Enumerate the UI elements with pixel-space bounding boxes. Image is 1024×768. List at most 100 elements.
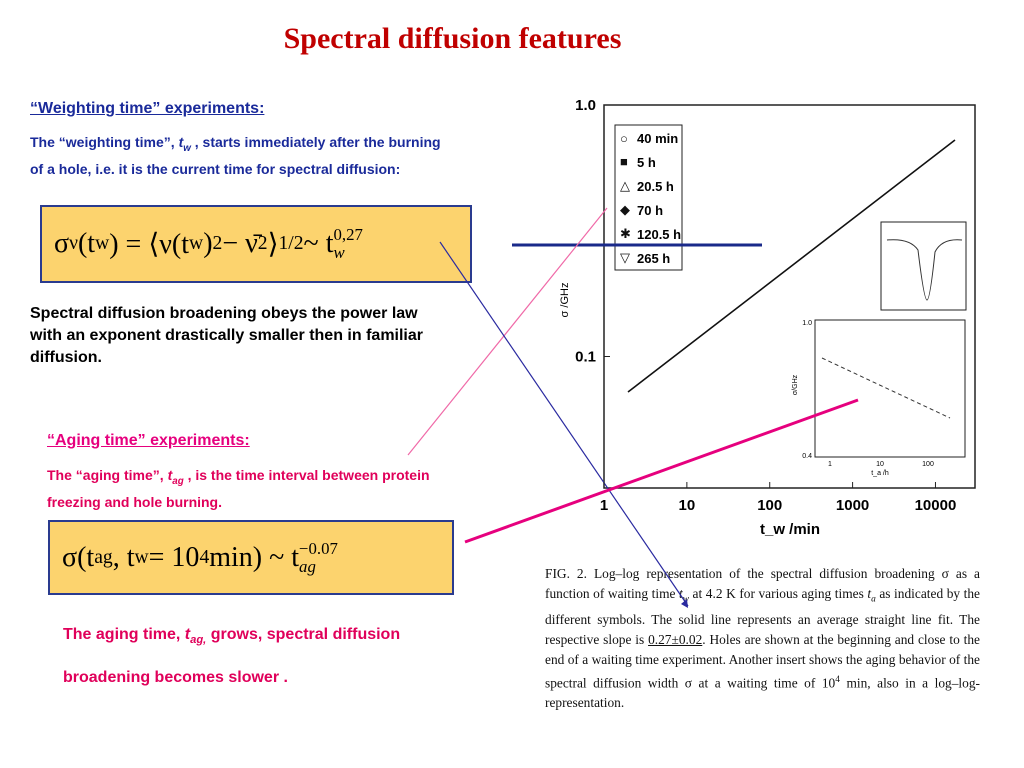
fit-line (627, 139, 956, 393)
inset-x-label: t_a /h (871, 470, 889, 477)
svg-text:○: ○ (620, 131, 628, 146)
text-run: . Holes are shown at the beginning and c… (545, 631, 980, 691)
text-run: − ν̄ (222, 228, 258, 259)
svg-text:◆: ◆ (620, 202, 630, 217)
pointer-line (439, 241, 689, 607)
subscript: ν (69, 233, 78, 254)
text-run: as indicated by the different symbols. T… (545, 586, 981, 647)
subscript: w (333, 243, 345, 262)
svg-text:▽: ▽ (620, 250, 630, 265)
hole-curve (886, 239, 963, 301)
slide-title: Spectral diffusion features (283, 22, 622, 55)
script-stack: 0,27 w (333, 226, 362, 261)
text-run: min, also in a log–log-representation. (545, 675, 980, 711)
text-run: , is the time interval between protein f… (47, 467, 430, 510)
text-run: t (184, 626, 191, 643)
x-axis-label: t_w /min (760, 521, 820, 538)
arrow-head (681, 599, 688, 608)
formula-box: σ ν (t w) = ⟨ν(t w) 2 − ν̄ 2 ⟩ 1/2 ~ t 0,27 w (40, 205, 472, 283)
text-run: FIG. 2. Log–log representation of the sp… (545, 566, 980, 601)
y-tick-label: 1.0 (575, 97, 596, 114)
text-run: ) = ⟨ν(t (109, 229, 190, 260)
svg-text:■: ■ (620, 154, 628, 169)
pointer-line (407, 207, 608, 456)
text-run: grows, spectral diffusion broadening bec… (63, 626, 401, 687)
x-tick-label: 10000 (915, 497, 957, 514)
superscript: 4 (199, 546, 210, 568)
pointer-line (464, 398, 859, 544)
subscript: w (183, 142, 191, 154)
subscript: w (189, 233, 204, 254)
subscript: w (682, 594, 689, 605)
text-run: σ (54, 228, 70, 259)
paragraph: The “weighting time”, tw , starts immedi… (30, 132, 450, 179)
y-axis-label: σ /GHz (559, 283, 571, 318)
legend-label: 265 h (637, 251, 670, 266)
figure-caption: FIG. 2. Log–log representation of the sp… (545, 564, 980, 713)
superscript: −0.07 (299, 538, 338, 558)
text-run: (t (77, 228, 96, 259)
text-run: min) ~ t (209, 541, 300, 573)
text-run: , starts immediately after the burning o… (30, 134, 441, 177)
x-tick-label: 1000 (836, 497, 869, 514)
legend-label: 70 h (637, 203, 663, 218)
text-run: 0.27±0.02 (648, 631, 703, 647)
x-tick-label: 100 (757, 497, 782, 514)
inset-y-label: σ/GHz (792, 374, 799, 395)
text-run: σ(t (62, 541, 95, 573)
aging-inset (814, 319, 966, 458)
hole-inset (880, 221, 967, 311)
subscript: ag, (190, 634, 207, 647)
text-run: The aging time, (63, 626, 185, 643)
inset-y-tick-label: 0.4 (802, 453, 812, 460)
x-tick-label: 10 (679, 497, 696, 514)
subscript: w (134, 546, 149, 568)
inset-x-tick-label: 100 (922, 461, 934, 468)
text-run: t (167, 467, 173, 483)
paragraph: The “aging time”, tag , is the time inte… (47, 465, 467, 512)
text-run: t (679, 586, 683, 601)
subscript: ag (94, 546, 113, 568)
subscript: ag (299, 556, 316, 576)
text-run: The “weighting time”, (30, 134, 179, 150)
paragraph: The aging time, tag, grows, spectral dif… (63, 616, 443, 696)
legend-label: 40 min (637, 131, 678, 146)
superscript: 0,27 (333, 225, 363, 245)
legend-label: 20.5 h (637, 179, 674, 194)
superscript: 1/2 (278, 233, 304, 254)
svg-text:✱: ✱ (620, 226, 631, 241)
section-heading: “Weighting time” experiments: (30, 100, 265, 117)
superscript: 2 (257, 233, 268, 254)
aging-fit (821, 357, 951, 419)
subscript: ag (172, 475, 184, 487)
plot-frame (603, 104, 976, 489)
superscript: 4 (835, 674, 840, 685)
text-run: at 4.2 K for various aging times (689, 586, 868, 601)
text-run: = 10 (148, 541, 200, 573)
legend-label: 5 h (637, 155, 656, 170)
text-run: , t (112, 541, 135, 573)
text-run: ) (203, 228, 213, 259)
legend-box (614, 124, 683, 271)
legend-label: 120.5 h (637, 227, 681, 242)
inset-x-tick-label: 1 (828, 461, 832, 468)
subscript: a (871, 594, 876, 605)
legend-symbols: ○ ■ △ ◆ ✱ ▽ (620, 131, 631, 265)
inset-x-tick-label: 10 (876, 461, 884, 468)
subscript: w (95, 233, 110, 254)
script-stack: −0.07 ag (299, 540, 338, 575)
y-tick-label: 0.1 (575, 348, 596, 365)
inset-y-tick-label: 1.0 (802, 320, 812, 327)
text-run: The “aging time”, (47, 467, 168, 483)
paragraph: Spectral diffusion broadening obeys the … (30, 305, 423, 366)
x-tick-label: 1 (600, 497, 608, 514)
text-run: ~ t (303, 228, 334, 259)
text-run: t (178, 134, 184, 150)
section-heading: “Aging time” experiments: (47, 432, 250, 449)
text-run: ⟩ (267, 229, 279, 260)
superscript: 2 (212, 233, 223, 254)
text-run: t (867, 586, 872, 601)
